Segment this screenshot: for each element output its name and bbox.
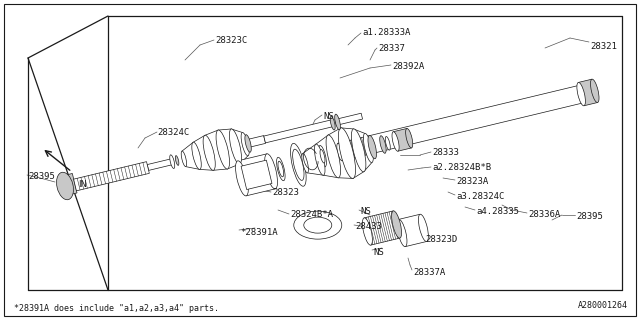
Ellipse shape	[380, 136, 386, 153]
Ellipse shape	[236, 161, 248, 196]
Ellipse shape	[265, 154, 278, 189]
Ellipse shape	[192, 142, 201, 170]
Polygon shape	[264, 120, 333, 143]
Ellipse shape	[392, 132, 399, 151]
Ellipse shape	[578, 85, 584, 103]
Polygon shape	[364, 211, 400, 245]
Text: 28337A: 28337A	[413, 268, 445, 277]
Ellipse shape	[385, 137, 390, 150]
Ellipse shape	[351, 129, 366, 172]
Text: 28337: 28337	[378, 44, 405, 53]
Text: 28323C: 28323C	[215, 36, 247, 45]
Ellipse shape	[392, 211, 401, 238]
Text: 28395: 28395	[28, 172, 55, 181]
Polygon shape	[367, 85, 583, 154]
Polygon shape	[399, 214, 427, 247]
Ellipse shape	[330, 116, 335, 130]
Text: 28324B*A: 28324B*A	[290, 210, 333, 219]
Text: 28323A: 28323A	[456, 177, 488, 186]
Ellipse shape	[364, 133, 373, 163]
Ellipse shape	[278, 161, 284, 177]
Ellipse shape	[419, 214, 428, 242]
Text: NS: NS	[323, 112, 333, 121]
Text: 28333: 28333	[432, 148, 459, 157]
Text: 28323D: 28323D	[425, 235, 457, 244]
Polygon shape	[237, 154, 275, 196]
Ellipse shape	[314, 144, 325, 175]
Text: 28395: 28395	[576, 212, 603, 221]
Ellipse shape	[591, 79, 599, 102]
Ellipse shape	[397, 219, 407, 247]
Ellipse shape	[302, 153, 308, 173]
Text: NS: NS	[360, 207, 371, 216]
Ellipse shape	[292, 149, 304, 180]
Text: *28391A does include "a1,a2,a3,a4" parts.: *28391A does include "a1,a2,a3,a4" parts…	[14, 304, 219, 313]
Ellipse shape	[276, 157, 285, 181]
Text: *28391A: *28391A	[240, 228, 278, 237]
Ellipse shape	[229, 129, 241, 164]
Ellipse shape	[245, 135, 252, 152]
Polygon shape	[147, 159, 173, 171]
Ellipse shape	[335, 114, 340, 130]
Text: a2.28324B*B: a2.28324B*B	[432, 163, 491, 172]
Ellipse shape	[368, 135, 376, 159]
Ellipse shape	[362, 218, 372, 245]
Text: NS: NS	[373, 248, 384, 257]
Polygon shape	[579, 79, 598, 106]
Text: a1.28333A: a1.28333A	[362, 28, 410, 37]
Text: 28433: 28433	[355, 222, 382, 231]
Ellipse shape	[203, 135, 215, 170]
Ellipse shape	[326, 135, 340, 178]
Text: 28321: 28321	[590, 42, 617, 51]
Ellipse shape	[320, 149, 325, 163]
Text: 28392A: 28392A	[392, 62, 424, 71]
Ellipse shape	[181, 151, 187, 167]
Text: a3.28324C: a3.28324C	[456, 192, 504, 201]
Polygon shape	[338, 136, 371, 161]
Polygon shape	[247, 136, 266, 147]
Text: A280001264: A280001264	[578, 301, 628, 310]
Ellipse shape	[291, 143, 306, 186]
Polygon shape	[335, 113, 362, 125]
Ellipse shape	[319, 146, 326, 167]
Text: IN: IN	[78, 180, 87, 189]
Ellipse shape	[577, 83, 586, 106]
Ellipse shape	[175, 156, 179, 165]
Polygon shape	[61, 173, 77, 196]
Ellipse shape	[170, 155, 175, 168]
Polygon shape	[241, 160, 272, 189]
Ellipse shape	[241, 132, 249, 156]
Ellipse shape	[56, 172, 74, 200]
Ellipse shape	[366, 136, 372, 154]
Text: 28324C: 28324C	[157, 128, 189, 137]
Text: a4.28335: a4.28335	[476, 207, 519, 216]
Polygon shape	[393, 128, 412, 151]
Ellipse shape	[406, 128, 413, 148]
Ellipse shape	[339, 128, 356, 179]
Ellipse shape	[216, 130, 230, 169]
Ellipse shape	[304, 217, 332, 233]
Text: 28336A: 28336A	[528, 210, 560, 219]
Ellipse shape	[337, 143, 343, 161]
Polygon shape	[74, 162, 149, 191]
Ellipse shape	[294, 211, 342, 239]
Text: 28323: 28323	[272, 188, 299, 197]
